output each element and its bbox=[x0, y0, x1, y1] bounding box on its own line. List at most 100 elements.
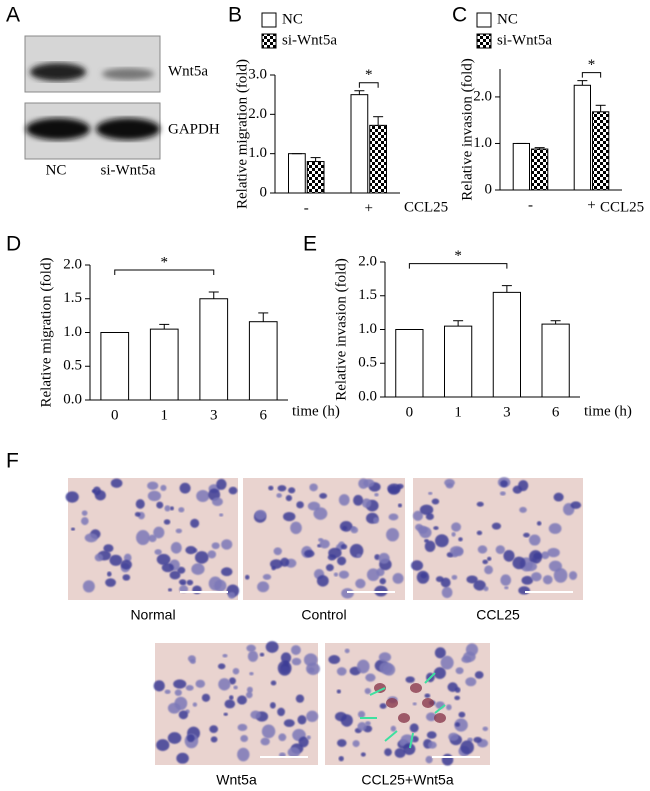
lane-label: NC bbox=[46, 162, 67, 178]
nucleus bbox=[167, 588, 173, 592]
nucleus bbox=[454, 687, 461, 693]
nucleus bbox=[531, 572, 542, 582]
nucleus bbox=[392, 573, 404, 584]
nucleus bbox=[228, 677, 236, 685]
nucleus bbox=[190, 659, 196, 664]
y-axis-label: Relative invasion (fold) bbox=[459, 58, 475, 200]
legend-swatch bbox=[261, 12, 277, 28]
bar bbox=[306, 161, 325, 194]
stained-cell bbox=[410, 683, 422, 693]
nucleus bbox=[81, 517, 89, 526]
nucleus bbox=[444, 478, 455, 487]
stained-cell bbox=[374, 683, 386, 693]
nucleus bbox=[499, 491, 506, 496]
nucleus bbox=[521, 575, 534, 585]
panel-letter: B bbox=[228, 4, 242, 27]
nucleus bbox=[160, 484, 167, 492]
nucleus bbox=[570, 501, 582, 509]
nucleus bbox=[106, 571, 112, 577]
nucleus bbox=[164, 505, 171, 512]
nucleus bbox=[433, 667, 446, 679]
legend-swatch bbox=[476, 33, 492, 49]
nucleus bbox=[512, 485, 523, 494]
nucleus bbox=[487, 556, 492, 561]
nucleus bbox=[136, 530, 150, 546]
nucleus bbox=[427, 741, 437, 749]
nucleus bbox=[382, 663, 396, 676]
nucleus bbox=[528, 534, 541, 546]
nucleus bbox=[420, 572, 428, 579]
nucleus bbox=[216, 478, 227, 490]
nucleus bbox=[397, 503, 403, 508]
nucleus bbox=[259, 652, 265, 657]
nucleus bbox=[536, 521, 542, 526]
nucleus bbox=[257, 581, 270, 593]
nucleus bbox=[390, 725, 397, 732]
nucleus bbox=[451, 522, 462, 532]
nucleus bbox=[134, 511, 141, 517]
nucleus bbox=[519, 506, 527, 513]
nucleus bbox=[344, 648, 350, 654]
nucleus bbox=[491, 522, 502, 530]
nucleus bbox=[110, 478, 123, 488]
nucleus bbox=[360, 752, 366, 757]
nucleus bbox=[232, 667, 240, 675]
nucleus bbox=[254, 509, 267, 520]
nucleus bbox=[153, 680, 165, 692]
nucleus bbox=[523, 532, 530, 538]
arrow bbox=[434, 704, 446, 714]
nucleus bbox=[374, 493, 379, 497]
nucleus bbox=[553, 568, 568, 583]
nucleus bbox=[169, 570, 181, 580]
error-bar bbox=[577, 80, 588, 86]
x-tick-label: 3 bbox=[210, 407, 218, 423]
nucleus bbox=[176, 752, 189, 764]
band-label: Wnt5a bbox=[168, 63, 208, 79]
nucleus bbox=[399, 739, 407, 746]
nucleus bbox=[280, 557, 290, 567]
nucleus bbox=[246, 686, 253, 694]
error-bar bbox=[453, 320, 464, 327]
nucleus bbox=[194, 551, 209, 564]
nucleus bbox=[452, 553, 458, 558]
y-tick-label: 1.0 bbox=[358, 321, 377, 337]
nucleus bbox=[373, 517, 379, 524]
nucleus bbox=[147, 481, 159, 490]
nucleus bbox=[542, 575, 553, 585]
nucleus bbox=[309, 483, 318, 492]
nucleus bbox=[403, 743, 416, 756]
nucleus bbox=[223, 712, 228, 716]
nucleus bbox=[547, 547, 560, 558]
nucleus bbox=[337, 556, 347, 566]
x-tick-label: 1 bbox=[161, 407, 169, 423]
nucleus bbox=[174, 696, 188, 711]
x-tick-label: 6 bbox=[260, 407, 268, 423]
y-tick-label: 2.0 bbox=[63, 256, 82, 272]
nucleus bbox=[297, 715, 307, 725]
stained-cell bbox=[434, 713, 446, 723]
nucleus bbox=[173, 679, 187, 689]
bar bbox=[512, 142, 531, 191]
nucleus bbox=[482, 726, 489, 732]
nucleus bbox=[304, 549, 315, 558]
nucleus bbox=[122, 574, 131, 581]
nucleus bbox=[328, 654, 341, 665]
x-tick-label: 1 bbox=[454, 404, 462, 420]
nucleus bbox=[247, 650, 259, 662]
band-label: GAPDH bbox=[168, 121, 220, 137]
nucleus bbox=[424, 540, 436, 552]
significance-bracket bbox=[358, 82, 379, 88]
nucleus bbox=[435, 576, 444, 583]
nucleus bbox=[175, 528, 183, 534]
nucleus bbox=[270, 680, 277, 686]
y-tick-label: 2.0 bbox=[358, 253, 377, 269]
nucleus bbox=[419, 504, 434, 515]
nucleus bbox=[412, 510, 423, 521]
bar bbox=[199, 298, 229, 401]
nucleus bbox=[105, 578, 117, 587]
x-tick-label: + bbox=[365, 200, 373, 216]
y-axis-label: Relative migration (fold) bbox=[234, 59, 250, 209]
nucleus bbox=[441, 586, 453, 599]
nucleus bbox=[451, 532, 456, 537]
nucleus bbox=[178, 579, 187, 585]
